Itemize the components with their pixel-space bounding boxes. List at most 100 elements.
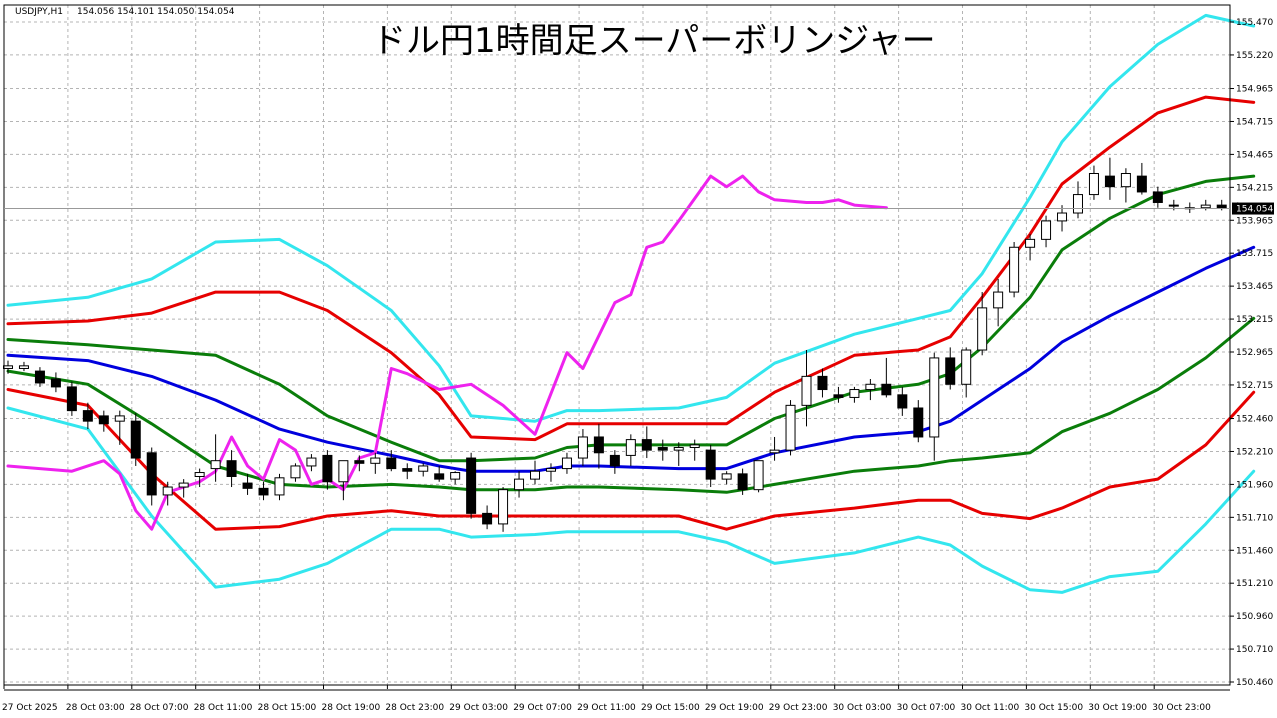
y-tick-label: 152.965 <box>1236 348 1273 358</box>
y-tick-label: 154.965 <box>1236 85 1273 95</box>
candle-body-bull <box>210 460 221 470</box>
x-tick-label: 28 Oct 03:00 <box>66 703 125 713</box>
y-tick-label: 153.465 <box>1236 282 1273 292</box>
x-tick-label: 28 Oct 15:00 <box>258 703 317 713</box>
current-price-marker: 154.054 <box>4 202 1274 215</box>
candle-body-bull <box>993 291 1004 309</box>
chart-grid <box>3 5 1230 685</box>
y-tick-label: 152.460 <box>1236 415 1273 425</box>
candle-body-bull <box>1088 172 1099 196</box>
candle-body-bear <box>881 383 892 396</box>
candle-body-bear <box>817 375 828 391</box>
candle-body-bull <box>290 465 301 479</box>
candle-body-bear <box>897 394 908 409</box>
sma-line <box>6 245 1256 473</box>
candle-body-bull <box>1057 212 1068 222</box>
candle-body-bull <box>1168 204 1179 207</box>
x-tick-label: 27 Oct 2025 <box>2 703 58 713</box>
y-tick-label: 151.460 <box>1236 546 1273 556</box>
candle-body-bull <box>1200 204 1211 209</box>
y-tick-label: 150.710 <box>1236 645 1273 655</box>
chart-title: ドル円1時間足スーパーボリンジャー <box>372 21 936 61</box>
x-tick-label: 30 Oct 07:00 <box>897 703 956 713</box>
candle-body-bull <box>338 460 349 483</box>
candle-body-bull <box>577 436 588 459</box>
candle-body-bear <box>226 460 237 477</box>
candle-body-bull <box>977 307 988 351</box>
x-tick-label: 30 Oct 15:00 <box>1024 703 1083 713</box>
candle-body-bull <box>1120 172 1131 188</box>
candle-body-bull <box>721 473 732 480</box>
candle-body-bull <box>498 489 509 525</box>
candle-body-bear <box>737 473 748 491</box>
candle-body-bear <box>913 407 924 438</box>
candle-body-bear <box>50 378 61 388</box>
x-tick-label: 29 Oct 07:00 <box>513 703 572 713</box>
candle-body-bull <box>450 472 461 480</box>
candle-body-bull <box>418 465 429 472</box>
candle-body-bear <box>34 370 45 384</box>
candle-body-bear <box>258 487 269 496</box>
y-tick-label: 152.210 <box>1236 447 1273 457</box>
y-tick-label: 153.965 <box>1236 216 1273 226</box>
y-tick-label: 153.215 <box>1236 315 1273 325</box>
x-tick-label: 28 Oct 11:00 <box>194 703 253 713</box>
chart-frame <box>3 4 1231 691</box>
candle-body-bull <box>801 375 812 406</box>
candle-body-bull <box>162 486 173 496</box>
candle-body-bear <box>593 436 604 454</box>
band-2sigma-lower-line <box>6 388 1256 531</box>
candle-body-bull <box>849 389 860 398</box>
band-2sigma-upper-line <box>6 95 1256 442</box>
x-tick-label: 29 Oct 19:00 <box>705 703 764 713</box>
candle-body-bear <box>402 468 413 472</box>
candle-body-bull <box>865 383 876 391</box>
candle-body-bull <box>961 349 972 385</box>
y-tick-label: 154.465 <box>1236 150 1273 160</box>
candle-body-bull <box>274 477 285 496</box>
candle-body-bull <box>18 365 29 369</box>
candle-body-bear <box>705 449 716 480</box>
y-tick-label: 155.470 <box>1236 18 1273 28</box>
candle-body-bear <box>609 454 620 467</box>
candle-body-bull <box>1072 194 1083 214</box>
candle-body-bear <box>466 457 477 514</box>
candle-body-bull <box>1009 246 1020 293</box>
x-tick-label: 29 Oct 15:00 <box>641 703 700 713</box>
candle-body-bear <box>833 394 844 398</box>
x-tick-label: 28 Oct 07:00 <box>130 703 189 713</box>
candle-body-bull <box>530 470 541 480</box>
bollinger-bands <box>6 13 1256 594</box>
candle-body-bear <box>657 447 668 451</box>
band-3sigma-upper-line <box>6 13 1256 423</box>
candle-body-bear <box>242 482 253 489</box>
y-tick-label: 150.960 <box>1236 612 1273 622</box>
y-tick-label: 151.960 <box>1236 480 1273 490</box>
candle-body-bear <box>354 460 365 464</box>
candle-body-bull <box>689 444 700 449</box>
x-tick-label: 30 Oct 23:00 <box>1152 703 1211 713</box>
x-tick-label: 29 Oct 23:00 <box>769 703 828 713</box>
candle-body-bull <box>785 404 796 451</box>
candle-body-bull <box>3 365 13 369</box>
candle-body-bear <box>482 512 493 525</box>
candle-body-bull <box>929 357 940 438</box>
chikou-line <box>6 174 888 531</box>
candle-body-bear <box>322 454 333 483</box>
candle-body-bear <box>1104 175 1115 188</box>
y-tick-label: 155.220 <box>1236 51 1273 61</box>
candle-body-bull <box>194 472 205 477</box>
candle-body-bear <box>82 410 93 422</box>
candle-body-bear <box>641 439 652 451</box>
symbol-label: USDJPY,H1 <box>15 7 63 17</box>
x-tick-label: 29 Oct 03:00 <box>449 703 508 713</box>
candle-body-bull <box>625 439 636 456</box>
candle-body-bull <box>561 457 572 470</box>
y-tick-label: 154.215 <box>1236 183 1273 193</box>
x-tick-label: 29 Oct 11:00 <box>577 703 636 713</box>
x-tick-label: 28 Oct 19:00 <box>322 703 381 713</box>
x-tick-label: 30 Oct 19:00 <box>1088 703 1147 713</box>
candle-body-bull <box>545 468 556 472</box>
candle-body-bear <box>146 452 157 496</box>
